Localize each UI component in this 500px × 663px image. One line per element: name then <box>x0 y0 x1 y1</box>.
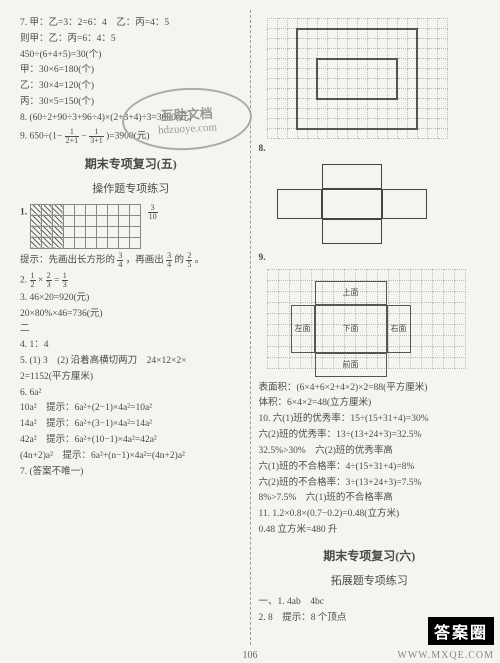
page: 7. 甲：乙=3：2=6：4 乙：丙=4：5 则甲：乙：丙=6：4：5 450÷… <box>0 0 500 663</box>
hint-text: 。 <box>195 255 205 265</box>
net-face-left: 左面 <box>291 305 315 353</box>
text-line: 8%>7.5% 六(1)班的不合格率高 <box>259 492 481 505</box>
text-line: 体积：6×4×2=48(立方厘米) <box>259 397 481 410</box>
hint-text: 的 <box>175 255 185 265</box>
fraction: 13+1 <box>89 128 104 145</box>
text-line: 表面积：(6×4+6×2+4×2)×2=88(平方厘米) <box>259 382 481 395</box>
text-line: 10. 六(1)班的优秀率：15÷(15+31+4)=30% <box>259 413 481 426</box>
section-5-subtitle: 操作题专项练习 <box>20 180 242 196</box>
text-line: 0.48 立方米=480 升 <box>259 524 481 537</box>
text-line-9: 9. 650÷(1− 12+1 − 13+1 )=3900(元) <box>20 128 242 145</box>
net-part <box>382 189 427 219</box>
text-line: 六(1)班的不合格率：4÷(15+31+4)=8% <box>259 461 481 474</box>
hint-text: 提示：先画出长方形的 <box>20 255 115 265</box>
text-line: 甲：30×6=180(个) <box>20 64 242 77</box>
q1-answer-fraction: 310 <box>148 204 158 221</box>
section-6-title: 期末专项复习(六) <box>259 547 481 564</box>
text-line: 六(2)班的优秀率：13÷(13+24+3)=32.5% <box>259 429 481 442</box>
text-line: 4. 1：4 <box>20 339 242 352</box>
q2-prefix: 2. <box>20 275 30 285</box>
net-grid-figure: 上面 左面 下面 右面 前面 <box>267 269 481 369</box>
net-part <box>322 189 382 219</box>
fraction: 34 <box>117 252 123 269</box>
text-line: 则甲：乙：丙=6：4：5 <box>20 33 242 46</box>
equals: = <box>54 275 59 285</box>
q1-row: 1. 310 <box>20 204 242 249</box>
fraction: 12+1 <box>65 128 80 145</box>
minus: − <box>82 131 87 141</box>
column-divider <box>250 10 251 645</box>
q2-line: 2. 12 × 23 = 13 <box>20 272 242 289</box>
net-part <box>322 164 382 189</box>
text-line: 7. 甲：乙=3：2=6：4 乙：丙=4：5 <box>20 17 242 30</box>
fraction: 12 <box>30 272 36 289</box>
q8-label: 8. <box>259 143 481 156</box>
text-line: 8. (60÷2+90÷3+96÷4)×(2+3+4)÷3=3000(元) <box>20 112 242 125</box>
text-line: 7. (答案不唯一) <box>20 466 242 479</box>
right-column: 8. 9. 上面 左面 下面 <box>253 10 487 645</box>
section-6-subtitle: 拓展题专项练习 <box>259 572 481 588</box>
net-part <box>322 219 382 244</box>
text-line: 5. (1) 3 (2) 沿着高横切两刀 24×12×2× <box>20 355 242 368</box>
q1-label: 1. <box>20 207 27 217</box>
net-face-front: 前面 <box>315 353 387 377</box>
net-part <box>277 189 322 219</box>
text-line: 6. 6a² <box>20 387 242 400</box>
text-line: 一、1. 4ab 4bc <box>259 596 481 609</box>
q9-prefix: 9. 650÷(1− <box>20 131 62 141</box>
text-line: 二 <box>20 323 242 336</box>
page-number: 106 <box>243 650 258 661</box>
text-line: 32.5%>30% 六(2)班的优秀率高 <box>259 445 481 458</box>
hint-line: 提示：先画出长方形的 34 ，再画出 34 的 25 。 <box>20 252 242 269</box>
text-line: 乙：30×4=120(个) <box>20 80 242 93</box>
text-line: 丙：30×5=150(个) <box>20 96 242 109</box>
text-line: 2=1152(平方厘米) <box>20 371 242 384</box>
top-grid-figure <box>259 18 481 139</box>
text-line: 42a² 提示：6a²+(10−1)×4a²=42a² <box>20 434 242 447</box>
left-column: 7. 甲：乙=3：2=6：4 乙：丙=4：5 则甲：乙：丙=6：4：5 450÷… <box>14 10 248 645</box>
fraction: 34 <box>166 252 172 269</box>
net-face-top: 上面 <box>315 281 387 305</box>
fraction: 25 <box>186 252 192 269</box>
text-line: 20×80%×46=736(元) <box>20 308 242 321</box>
text-line: 六(2)班的不合格率：3÷(13+24+3)=7.5% <box>259 477 481 490</box>
fraction: 23 <box>46 272 52 289</box>
times: × <box>38 275 43 285</box>
q9-label: 9. <box>259 252 481 265</box>
q1-grid-figure <box>30 204 141 249</box>
watermark-badge: 答案圈 <box>428 617 494 645</box>
text-line: 10a² 提示：6a²+(2−1)×4a²=10a² <box>20 402 242 415</box>
q9-suffix: )=3900(元) <box>106 131 149 141</box>
text-line: (4n+2)a² 提示：6a²+(n−1)×4a²=(4n+2)a² <box>20 450 242 463</box>
section-5-title: 期末专项复习(五) <box>20 155 242 172</box>
text-line: 450÷(6+4+5)=30(个) <box>20 49 242 62</box>
text-line: 11. 1.2×0.8×(0.7−0.2)=0.48(立方米) <box>259 508 481 521</box>
fraction: 13 <box>62 272 68 289</box>
net-cross-figure <box>277 164 437 244</box>
net-face-bottom: 下面 <box>315 305 387 353</box>
net-face-right: 右面 <box>387 305 411 353</box>
hint-text: ，再画出 <box>126 255 164 265</box>
text-line: 14a² 提示：6a²+(3−1)×4a²=14a² <box>20 418 242 431</box>
watermark-url: WWW.MXQE.COM <box>397 650 494 661</box>
text-line: 3. 46×20=920(元) <box>20 292 242 305</box>
